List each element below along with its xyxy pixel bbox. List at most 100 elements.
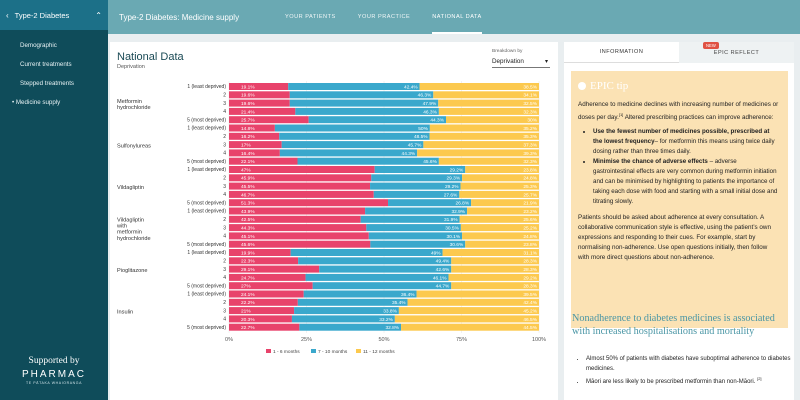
nonadherence-heading: Nonadherence to diabetes medicines is as… [572,313,775,337]
p1b-text: Altered prescribing practices can improv… [623,114,774,122]
bar-segment-1-6-months [229,307,295,315]
bar-value-label: 45.6% [423,159,437,165]
bar-segment-7-10-months [371,174,463,182]
dropdown-arrow-icon: ▾ [544,59,548,65]
bar-value-label: 46.7% [241,192,255,198]
row-label: 1 (least deprived) [187,126,226,132]
bar-value-label: 44.3% [241,226,255,232]
epic-list: Use the fewest number of medicines possi… [593,127,780,207]
sidebar-section-title: Type-2 Diabetes [14,10,70,20]
bar-value-label: 30% [527,118,537,124]
bar-value-label: 20.3% [241,317,255,323]
x-tick-label: 25% [301,337,312,343]
bar-value-label: 36.4% [401,292,415,298]
bar-value-label: 24.8% [523,234,537,240]
row-label: 5 (most deprived) [187,242,226,248]
bar-value-label: 32.3% [523,109,537,115]
bar-value-label: 50% [418,126,428,132]
bar-value-label: 28.3% [523,267,537,273]
row-label: 4 [223,234,226,240]
new-badge: NEW [703,42,719,49]
list-item: Minimise the chance of adverse effects –… [593,157,780,207]
bar-value-label: 34.1% [523,93,537,99]
bar-segment-1-6-months [229,132,280,140]
breakdown-select[interactable]: Deprivation ▾ [492,56,550,68]
chevron-left-icon[interactable]: ‹ [6,10,9,20]
tab-national-data[interactable]: NATIONAL DATA [432,0,482,34]
bar-value-label: 33.2% [379,317,393,323]
sidebar-item-stepped-treatments[interactable]: Stepped treatments [20,80,75,87]
bar-segment-11-12-months [417,149,539,157]
row-label: 5 (most deprived) [187,200,226,206]
bar-value-label: 31.9% [444,217,458,223]
ref-2[interactable]: [2] [757,376,762,381]
bar-value-label: 47% [241,167,251,173]
bar-value-label: 25.7% [241,118,255,124]
bar-value-label: 25.6% [523,217,537,223]
bullet-1-text: – for metformin this means using twice d… [593,138,775,156]
bar-value-label: 21.9% [523,201,537,207]
bar-value-label: 42.4% [404,84,418,90]
legend-label: 11 - 12 months [363,349,395,355]
row-label: 2 [223,217,226,223]
bar-segment-1-6-months [229,190,374,198]
bar-value-label: 39.5% [523,292,537,298]
bar-value-label: 25.2% [523,226,537,232]
sidebar-item-current-treatments[interactable]: Current treatments [20,61,72,68]
sidebar-item-demographic[interactable]: Demographic [20,42,57,49]
row-label: 4 [223,275,226,281]
bar-segment-7-10-months [319,265,452,273]
row-label: 1 (least deprived) [187,209,226,215]
group-label: with [116,223,127,229]
bar-value-label: 49% [431,250,441,256]
bar-segment-11-12-months [459,215,539,223]
chevron-up-icon[interactable]: ⌃ [95,10,102,20]
bar-segment-11-12-months [433,91,539,99]
bar-segment-7-10-months [365,207,468,215]
row-label: 1 (least deprived) [187,250,226,256]
bar-segment-1-6-months [229,182,371,190]
bar-segment-7-10-months [279,149,418,157]
bar-segment-7-10-months [290,249,443,256]
row-label: 5 (most deprived) [187,117,226,123]
bar-segment-11-12-months [448,273,539,281]
row-label: 4 [223,109,226,115]
info-panel: INFORMATION EPIC REFLECT NEW EPIC tip Ad… [564,42,794,400]
bar-value-label: 45.7% [408,143,422,149]
ref-1[interactable]: [1] [618,112,624,117]
sidebar-item-label: Medicine supply [15,99,61,106]
sidebar-section-header[interactable]: ‹ Type-2 Diabetes ⌃ [0,0,108,30]
group-label: hydrochloride [117,236,151,242]
bar-segment-1-6-months [229,249,291,256]
row-label: 4 [223,317,226,323]
bar-value-label: 17% [241,143,251,149]
bar-value-label: 30.5% [445,226,459,232]
bar-value-label: 45.9% [241,176,255,182]
bar-value-label: 23.8% [523,167,537,173]
bar-value-label: 24.8% [523,176,537,182]
legend-swatch [356,349,361,353]
tab-epic-reflect[interactable]: EPIC REFLECT [679,42,794,63]
row-label: 3 [223,184,226,190]
nonadherence-list: Almost 50% of patients with diabetes hav… [562,354,792,387]
tab-information[interactable]: INFORMATION [599,49,644,55]
group-label: hydrochloride [117,105,151,111]
page-title: Type-2 Diabetes: Medicine supply [119,12,240,22]
bar-segment-11-12-months [460,224,539,232]
bar-value-label: 31.1% [523,250,537,256]
bar-value-label: 16.4% [241,151,255,157]
sidebar-item-medicine-supply[interactable]: • Medicine supply [0,93,108,112]
bar-segment-7-10-months [279,132,430,140]
epic-icon [578,82,586,90]
bar-segment-1-6-months [229,149,280,157]
row-label: 1 (least deprived) [187,292,226,298]
bullet-2-text: – adverse gastrointestinal effects are v… [593,158,778,206]
tab-your-practice[interactable]: YOUR PRACTICE [357,14,411,20]
bar-segment-7-10-months [274,124,430,132]
bar-value-label: 47.9% [423,101,437,107]
bar-segment-11-12-months [471,199,539,207]
bar-segment-11-12-months [429,132,539,140]
tab-your-patients[interactable]: YOUR PATIENTS [285,14,336,20]
bar-segment-1-6-months [229,116,309,124]
bar-value-label: 22.1% [241,159,255,165]
